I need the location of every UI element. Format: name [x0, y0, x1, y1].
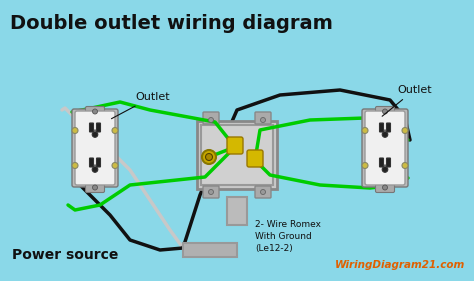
FancyBboxPatch shape — [255, 112, 271, 124]
Text: Outlet: Outlet — [382, 85, 432, 116]
Circle shape — [382, 132, 388, 137]
Circle shape — [72, 128, 78, 133]
Circle shape — [261, 117, 265, 123]
FancyBboxPatch shape — [365, 111, 405, 185]
Circle shape — [94, 164, 96, 167]
Circle shape — [209, 189, 213, 194]
Text: WiringDiagram21.com: WiringDiagram21.com — [335, 260, 465, 270]
Circle shape — [209, 117, 213, 123]
Circle shape — [382, 167, 388, 172]
FancyBboxPatch shape — [90, 158, 93, 167]
FancyBboxPatch shape — [247, 150, 263, 167]
Circle shape — [384, 164, 386, 167]
Text: Double outlet wiring diagram: Double outlet wiring diagram — [10, 14, 333, 33]
Bar — [227, 197, 247, 225]
FancyBboxPatch shape — [375, 106, 394, 117]
FancyBboxPatch shape — [203, 112, 219, 124]
Circle shape — [202, 150, 216, 164]
Circle shape — [383, 109, 388, 114]
Circle shape — [362, 128, 368, 133]
Circle shape — [72, 162, 78, 169]
FancyBboxPatch shape — [97, 158, 100, 167]
Circle shape — [92, 185, 98, 190]
Circle shape — [206, 153, 212, 160]
Text: Power source: Power source — [12, 248, 118, 262]
FancyBboxPatch shape — [97, 123, 100, 132]
FancyBboxPatch shape — [380, 158, 383, 167]
FancyBboxPatch shape — [85, 106, 104, 117]
Circle shape — [92, 167, 98, 172]
FancyBboxPatch shape — [75, 111, 115, 185]
Circle shape — [402, 162, 408, 169]
Circle shape — [112, 162, 118, 169]
Text: 2- Wire Romex
With Ground
(Le12-2): 2- Wire Romex With Ground (Le12-2) — [255, 220, 321, 253]
Circle shape — [112, 128, 118, 133]
FancyBboxPatch shape — [255, 186, 271, 198]
Circle shape — [261, 189, 265, 194]
Bar — [197, 121, 277, 189]
FancyBboxPatch shape — [85, 182, 104, 192]
FancyBboxPatch shape — [72, 109, 118, 187]
Circle shape — [362, 162, 368, 169]
FancyBboxPatch shape — [386, 123, 391, 132]
Circle shape — [94, 129, 96, 132]
Bar — [201, 125, 273, 185]
FancyBboxPatch shape — [90, 123, 93, 132]
FancyBboxPatch shape — [375, 182, 394, 192]
Circle shape — [384, 129, 386, 132]
FancyBboxPatch shape — [386, 158, 391, 167]
Bar — [183, 243, 237, 257]
FancyBboxPatch shape — [203, 186, 219, 198]
Circle shape — [402, 128, 408, 133]
FancyBboxPatch shape — [362, 109, 408, 187]
FancyBboxPatch shape — [227, 137, 243, 154]
Circle shape — [383, 185, 388, 190]
Circle shape — [92, 109, 98, 114]
FancyBboxPatch shape — [380, 123, 383, 132]
Text: Outlet: Outlet — [111, 92, 170, 119]
Circle shape — [92, 132, 98, 137]
